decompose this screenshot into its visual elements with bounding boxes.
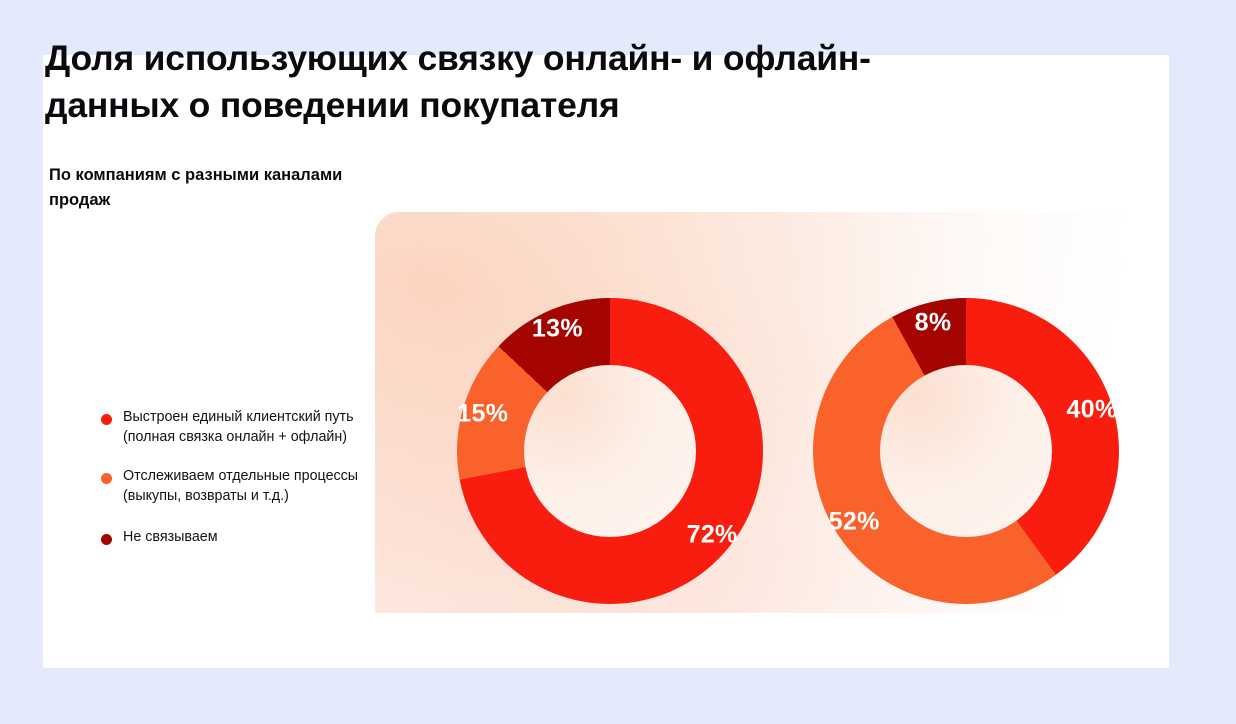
slice-label-unified-path: 72% (686, 520, 738, 549)
legend-item-label: Отслеживаем отдельные процессы (выкупы, … (123, 468, 359, 504)
donut-ring (457, 298, 763, 604)
donut-chart-online-only: 72% 15% 13% Только с онлайн каналами про… (457, 298, 763, 604)
slice-label-not-linked: 8% (914, 308, 952, 337)
slice-label-separate-processes: 15% (457, 399, 509, 428)
legend-item-separate-processes: Отслеживаем отдельные процессы (выкупы, … (101, 467, 401, 506)
page-title: Доля использующих связку онлайн- и офлай… (45, 38, 871, 125)
legend-item-not-linked: Не связываем (101, 528, 401, 548)
donut-hole (524, 365, 696, 537)
slice-label-not-linked: 13% (531, 314, 583, 343)
donut-chart-online-offline: 40% 52% 8% С онлайн и офлайн каналами пр… (813, 298, 1119, 604)
chart-panel: 72% 15% 13% Только с онлайн каналами про… (375, 212, 1126, 613)
slice-label-separate-processes: 52% (828, 507, 880, 536)
donut-hole (880, 365, 1052, 537)
legend-item-label: Не связываем (123, 529, 218, 545)
legend-color-dot (101, 534, 112, 545)
legend-color-dot (101, 414, 112, 425)
donut-ring (813, 298, 1119, 604)
chart-subtitle: По компаниям с разными каналами продаж (49, 166, 343, 209)
chart-legend: Выстроен единый клиентский путь (полная … (101, 408, 401, 548)
legend-item-label: Выстроен единый клиентский путь (полная … (123, 409, 354, 445)
slice-label-unified-path: 40% (1066, 395, 1118, 424)
legend-item-unified-path: Выстроен единый клиентский путь (полная … (101, 408, 401, 447)
legend-color-dot (101, 473, 112, 484)
